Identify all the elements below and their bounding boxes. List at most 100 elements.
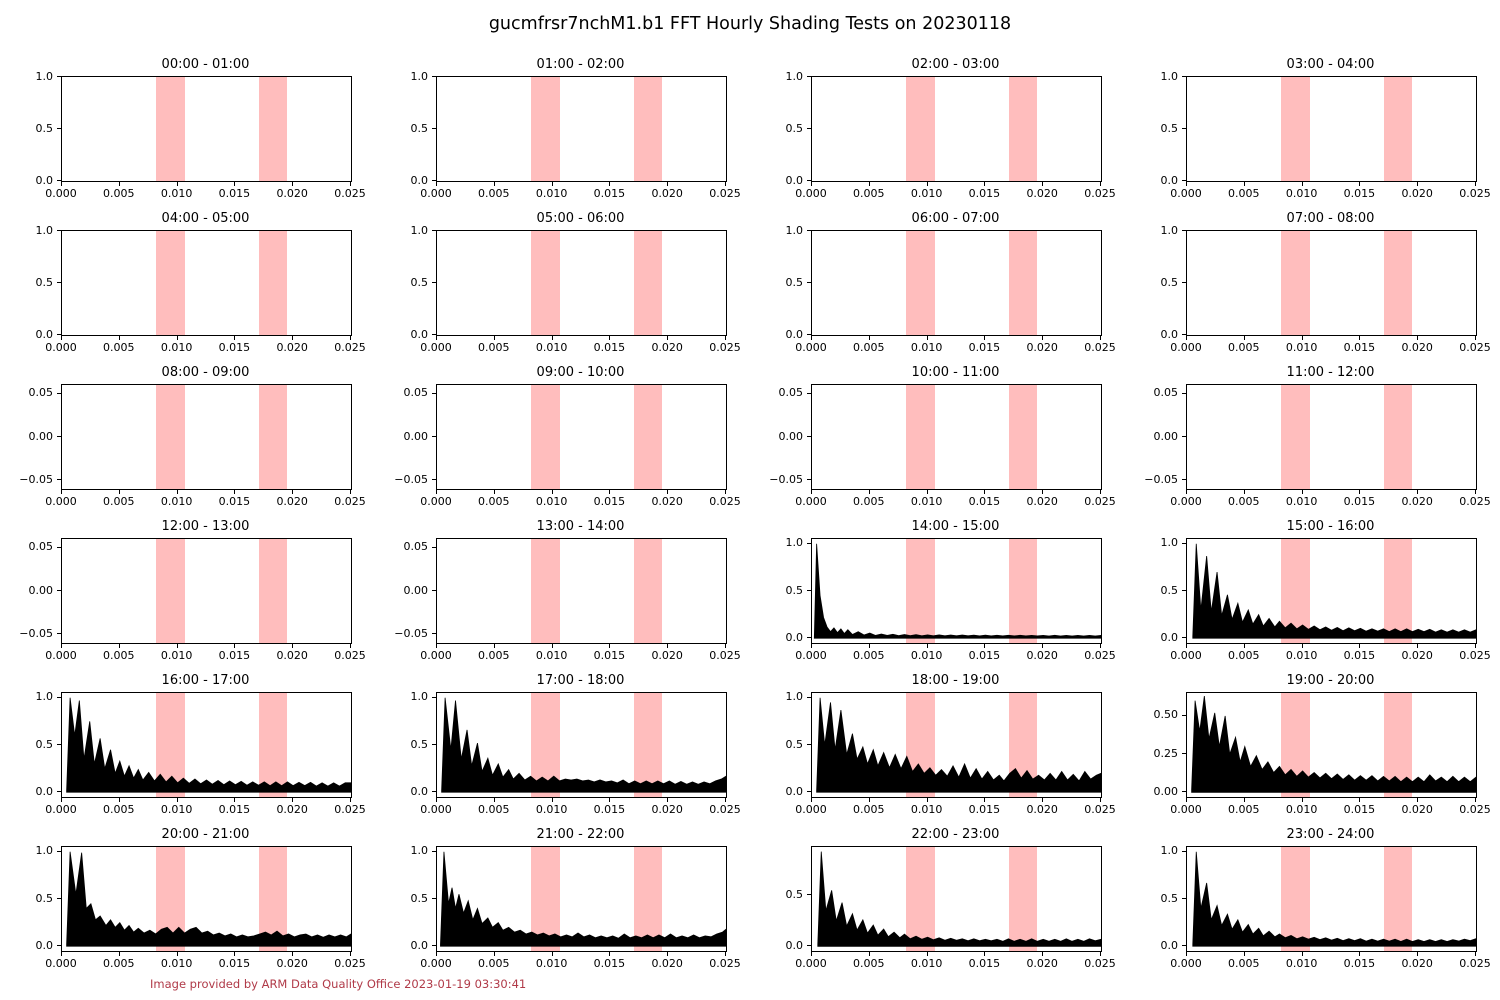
x-tick-label: 0.000 <box>420 495 452 508</box>
x-tick-mark <box>1186 952 1187 956</box>
x-tick-mark <box>1243 644 1245 648</box>
x-tick-mark <box>1301 336 1303 340</box>
y-tick-label: 0.50 <box>1153 708 1179 722</box>
y-tick-mark <box>57 850 61 852</box>
subplot-6: 06:00 - 07:00 1.0 0.5 0.0 0.000 0.005 0.010 0.0… <box>750 208 1125 362</box>
x-tick-mark <box>1301 182 1303 186</box>
y-tick-label: −0.05 <box>1144 472 1178 486</box>
y-tick-label: 1.0 <box>1160 536 1179 550</box>
x-tick-mark <box>61 182 62 186</box>
y-tick-mark <box>1182 76 1186 77</box>
subplot-title: 17:00 - 18:00 <box>536 673 625 688</box>
y-tick-mark <box>1182 436 1186 437</box>
y-tick-mark <box>1182 334 1186 335</box>
x-tick-label: 0.000 <box>45 187 77 200</box>
x-tick-mark <box>868 490 870 494</box>
x-tick-label: 0.015 <box>1343 187 1376 200</box>
x-tick-label: 0.020 <box>276 495 308 508</box>
x-tick-mark <box>984 490 986 494</box>
subplot-title: 12:00 - 13:00 <box>161 519 250 534</box>
x-tick-label: 0.005 <box>853 957 885 970</box>
subplot-title: 14:00 - 15:00 <box>911 519 1000 534</box>
y-tick-label: 0.05 <box>778 386 804 400</box>
x-tick-mark <box>667 798 669 802</box>
x-tick-label: 0.025 <box>1459 495 1491 508</box>
y-tick-mark <box>807 894 811 896</box>
x-tick-label: 0.015 <box>593 341 626 354</box>
shade-band <box>1280 847 1310 951</box>
subplot-16: 16:00 - 17:00 1.0 0.5 0.0 0.000 0.005 0.010 0.0… <box>0 670 375 824</box>
y-tick-label: 0.05 <box>28 386 54 400</box>
axes-box <box>1186 692 1477 798</box>
axes-box <box>61 76 352 182</box>
y-tick-label: 0.5 <box>1160 275 1179 289</box>
x-tick-label: 0.005 <box>478 803 510 816</box>
x-tick-label: 0.010 <box>1285 649 1318 662</box>
subplot-title: 21:00 - 22:00 <box>536 827 625 842</box>
x-tick-label: 0.010 <box>535 803 568 816</box>
x-tick-label: 0.005 <box>1228 957 1260 970</box>
subplot-21: 21:00 - 22:00 1.0 0.5 0.0 0.000 0.005 0.010 0.0… <box>375 824 750 978</box>
x-tick-mark <box>1243 952 1245 956</box>
y-tick-mark <box>1182 479 1186 481</box>
y-tick-label: 0.0 <box>1160 938 1179 952</box>
x-tick-label: 0.025 <box>1459 341 1491 354</box>
x-tick-label: 0.020 <box>1401 649 1433 662</box>
x-tick-mark <box>926 490 928 494</box>
x-tick-label: 0.015 <box>593 803 626 816</box>
y-tick-mark <box>1182 714 1186 716</box>
x-tick-label: 0.020 <box>651 803 683 816</box>
x-tick-mark <box>725 336 726 340</box>
y-tick-mark <box>1182 945 1186 947</box>
x-tick-mark <box>609 490 611 494</box>
y-tick-label: −0.05 <box>19 472 53 486</box>
x-tick-mark <box>176 182 178 186</box>
x-tick-label: 0.000 <box>795 495 827 508</box>
axes-box <box>1186 538 1477 644</box>
x-tick-label: 0.005 <box>853 803 885 816</box>
x-tick-mark <box>350 490 351 494</box>
subplot-0: 00:00 - 01:00 1.0 0.5 0.0 0.000 0.005 0.010 0.0… <box>0 54 375 208</box>
x-tick-mark <box>1417 336 1419 340</box>
x-tick-mark <box>667 952 669 956</box>
x-tick-mark <box>493 182 495 186</box>
y-tick-label: 0.5 <box>785 121 804 135</box>
x-tick-label: 0.010 <box>910 649 943 662</box>
axes-box <box>61 230 352 336</box>
axes-box <box>1186 230 1477 336</box>
x-tick-label: 0.010 <box>160 957 193 970</box>
shade-band <box>1280 539 1310 643</box>
subplot-title: 15:00 - 16:00 <box>1286 519 1375 534</box>
x-tick-label: 0.015 <box>593 957 626 970</box>
y-tick-mark <box>807 696 811 698</box>
x-tick-mark <box>436 952 437 956</box>
x-tick-mark <box>667 336 669 340</box>
x-tick-label: 0.025 <box>334 187 366 200</box>
x-tick-label: 0.020 <box>276 649 308 662</box>
x-tick-label: 0.000 <box>45 803 77 816</box>
y-tick-label: 1.0 <box>35 844 54 858</box>
axes-box <box>1186 384 1477 490</box>
x-tick-label: 0.020 <box>1026 341 1058 354</box>
x-tick-label: 0.025 <box>709 495 741 508</box>
x-tick-label: 0.005 <box>478 649 510 662</box>
subplot-title: 13:00 - 14:00 <box>536 519 625 534</box>
x-tick-mark <box>1042 182 1044 186</box>
x-tick-label: 0.005 <box>1228 187 1260 200</box>
x-tick-label: 0.005 <box>103 187 135 200</box>
y-tick-label: 1.0 <box>410 69 429 83</box>
y-tick-mark <box>1182 850 1186 852</box>
x-tick-label: 0.000 <box>795 341 827 354</box>
y-tick-label: 1.0 <box>785 536 804 550</box>
x-tick-mark <box>234 490 236 494</box>
x-tick-label: 0.000 <box>795 187 827 200</box>
axes-box <box>61 692 352 798</box>
x-tick-mark <box>1100 336 1101 340</box>
y-tick-label: 0.0 <box>785 938 804 952</box>
y-tick-label: 0.00 <box>28 583 54 597</box>
subplot-title: 22:00 - 23:00 <box>911 827 1000 842</box>
shade-band <box>258 231 288 335</box>
x-tick-label: 0.025 <box>1084 649 1116 662</box>
x-tick-mark <box>811 490 812 494</box>
x-tick-mark <box>667 490 669 494</box>
